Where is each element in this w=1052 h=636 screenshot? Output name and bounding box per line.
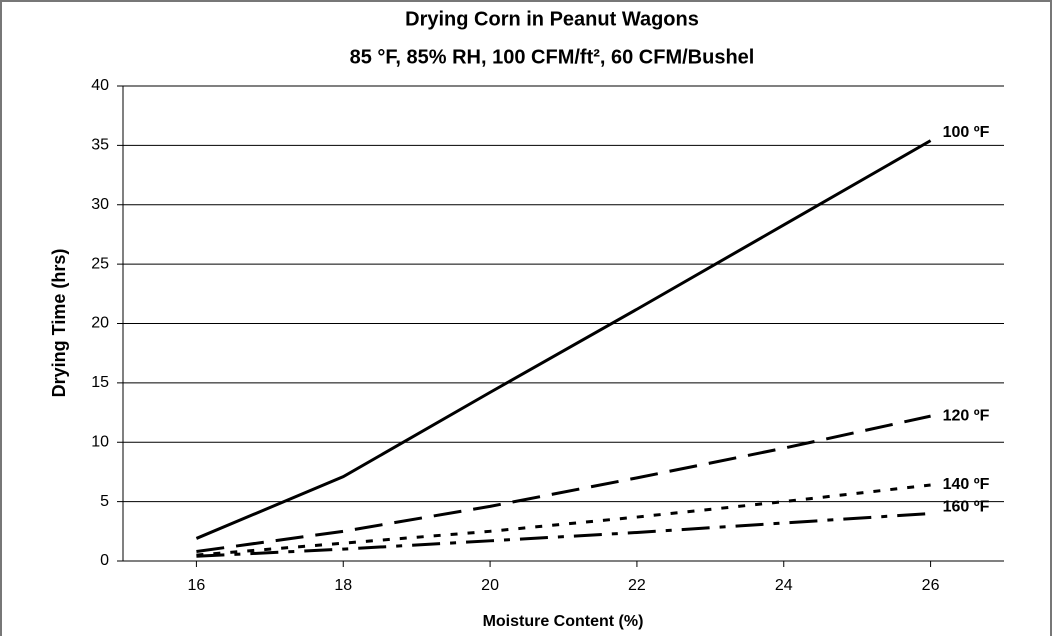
series-line (196, 414, 931, 553)
series-line (196, 512, 931, 558)
x-tick-label: 24 (775, 577, 793, 594)
chart-subtitle: 85 °F, 85% RH, 100 CFM/ft², 60 CFM/Bushe… (350, 46, 755, 68)
y-tick-label: 40 (91, 77, 109, 94)
series-line (195, 139, 932, 540)
y-tick-label: 15 (91, 374, 109, 391)
x-tick-label: 18 (334, 577, 352, 594)
series-label: 140 ºF (943, 476, 990, 493)
series-line (196, 483, 931, 557)
y-tick-label: 0 (100, 552, 109, 569)
series-label: 160 ºF (943, 499, 990, 516)
y-tick-label: 20 (91, 315, 109, 332)
x-axis-label: Moisture Content (%) (483, 613, 644, 630)
y-tick-label: 25 (91, 255, 109, 272)
series-label: 120 ºF (943, 407, 990, 424)
y-axis-label: Drying Time (hrs) (49, 249, 69, 398)
y-tick-label: 5 (100, 493, 109, 510)
chart-title: Drying Corn in Peanut Wagons (405, 8, 699, 30)
x-tick-label: 22 (628, 577, 646, 594)
y-tick-label: 30 (91, 196, 109, 213)
x-tick-label: 26 (922, 577, 940, 594)
y-tick-label: 10 (91, 433, 109, 450)
x-tick-label: 16 (188, 577, 206, 594)
x-tick-label: 20 (481, 577, 499, 594)
series-label: 100 ºF (943, 124, 990, 141)
y-tick-label: 35 (91, 137, 109, 154)
